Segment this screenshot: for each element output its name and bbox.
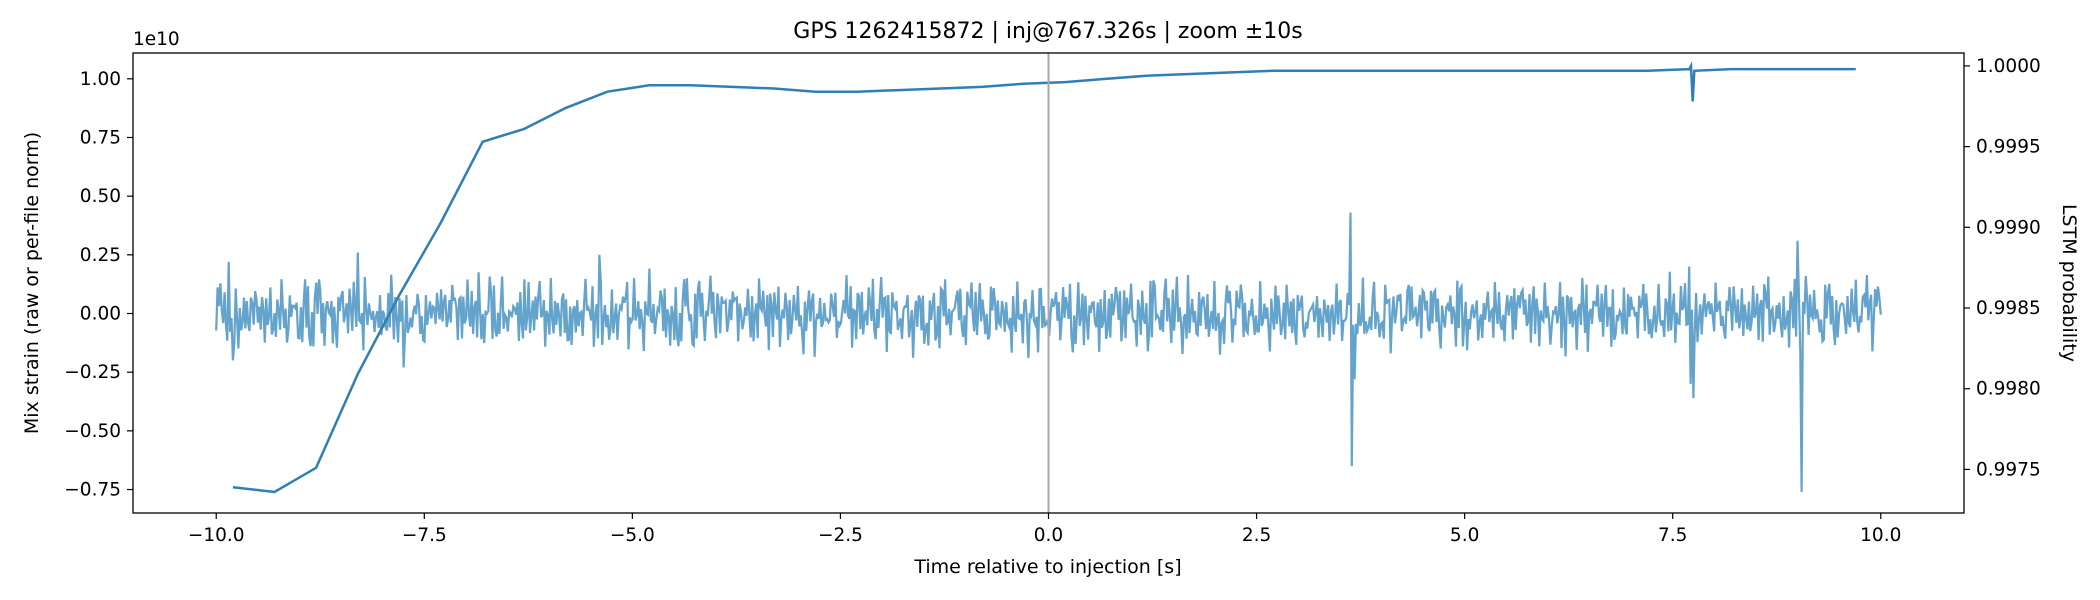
- y-axis-right-label: LSTM probability: [2058, 204, 2080, 362]
- series-lstm-probability-line: [232, 61, 1856, 494]
- y-right-tick-label: 0.9975: [1976, 459, 2041, 480]
- x-tick-label: −2.5: [818, 525, 863, 546]
- chart-title: GPS 1262415872 | inj@767.326s | zoom ±10…: [793, 19, 1302, 44]
- y-right-tick-label: 0.9990: [1976, 217, 2041, 238]
- y-left-offset-label: 1e10: [133, 29, 180, 50]
- x-tick-label: −10.0: [188, 525, 245, 546]
- x-tick-label: −5.0: [610, 525, 655, 546]
- y-left-tick-label: 0.00: [80, 304, 121, 325]
- x-axis: −10.0 −7.5 −5.0 −2.5 0.0 2.5 5.0 7.5 10.0: [188, 513, 1901, 546]
- x-tick-label: 7.5: [1658, 525, 1687, 546]
- y-right-tick-label: 0.9995: [1976, 137, 2041, 158]
- y-left-tick-label: −0.75: [64, 480, 121, 501]
- y-left-tick-label: 1.00: [80, 69, 121, 90]
- y-axis-right: 0.9975 0.9980 0.9985 0.9990 0.9995 1.0000: [1964, 56, 2041, 480]
- y-left-tick-label: −0.50: [64, 421, 121, 442]
- y-right-tick-label: 0.9985: [1976, 298, 2041, 319]
- x-tick-label: 10.0: [1860, 525, 1901, 546]
- x-tick-label: 2.5: [1242, 525, 1271, 546]
- x-axis-label: Time relative to injection [s]: [913, 556, 1181, 578]
- x-tick-label: 5.0: [1450, 525, 1479, 546]
- y-axis-left-label: Mix strain (raw or per-file norm): [21, 132, 43, 434]
- y-left-tick-label: 0.50: [80, 186, 121, 207]
- x-tick-label: 0.0: [1034, 525, 1063, 546]
- y-right-tick-label: 1.0000: [1976, 56, 2041, 77]
- x-tick-label: −7.5: [402, 525, 447, 546]
- y-left-tick-label: −0.25: [64, 362, 121, 383]
- y-axis-left: −0.75 −0.50 −0.25 0.00 0.25 0.50 0.75 1.00: [64, 69, 133, 501]
- y-left-tick-label: 0.75: [80, 127, 121, 148]
- y-left-tick-label: 0.25: [80, 245, 121, 266]
- y-right-tick-label: 0.9980: [1976, 379, 2041, 400]
